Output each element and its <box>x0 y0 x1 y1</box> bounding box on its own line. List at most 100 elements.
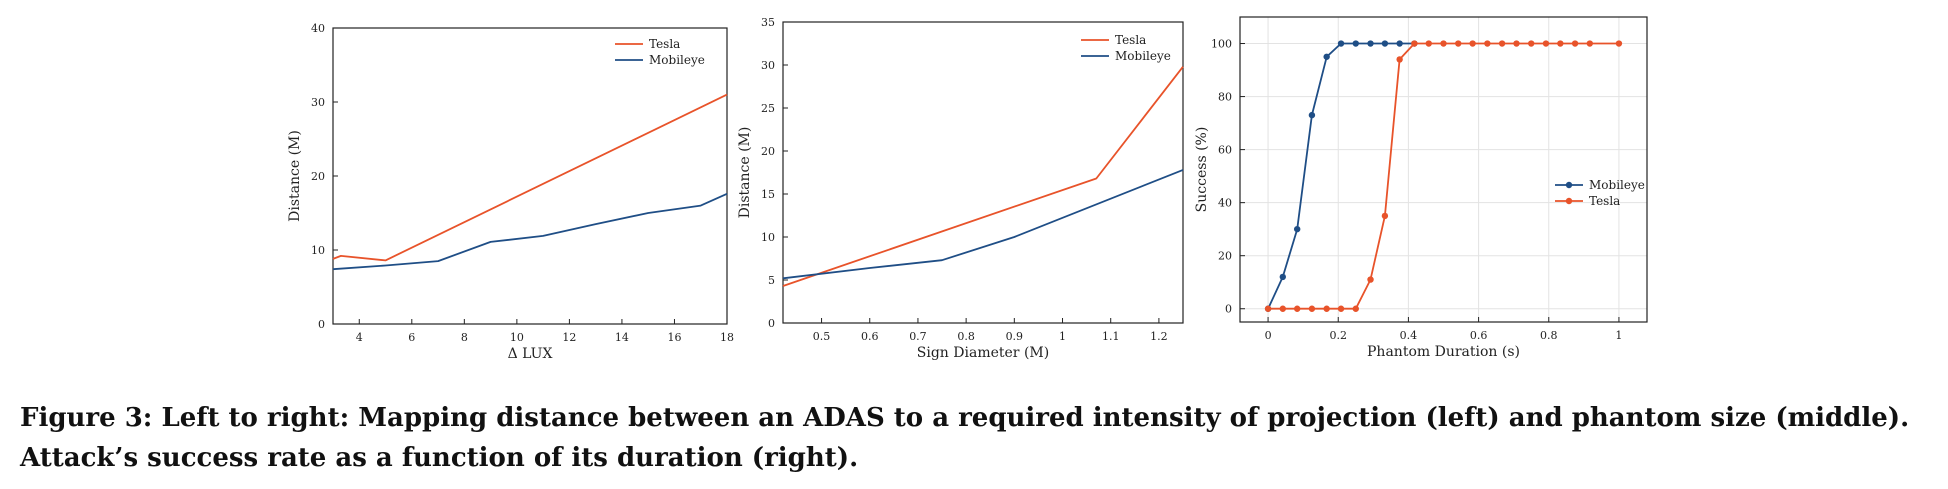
x-tick-label: 6 <box>408 331 415 344</box>
data-point-tesla <box>1337 305 1345 312</box>
x-tick-label: 0.8 <box>957 330 975 343</box>
x-tick-label: 0.7 <box>909 330 927 343</box>
y-tick-label: 25 <box>761 102 775 115</box>
y-tick-label: 30 <box>761 59 775 72</box>
data-point-tesla <box>1542 40 1550 47</box>
data-point-tesla <box>1279 305 1287 312</box>
y-tick-label: 80 <box>1218 91 1232 104</box>
x-tick-label: 10 <box>510 331 524 344</box>
x-tick-label: 1 <box>1615 329 1622 342</box>
data-point-tesla <box>1513 40 1520 47</box>
y-tick-label: 15 <box>761 188 775 201</box>
legend-label-mobileye: Mobileye <box>1589 178 1645 192</box>
series-line-tesla <box>332 93 728 262</box>
x-tick-label: 0.6 <box>1470 329 1488 342</box>
plot-frame <box>782 21 1184 324</box>
data-point-tesla <box>1528 40 1535 47</box>
x-tick-label: 0.2 <box>1329 329 1347 342</box>
y-axis-label: Success (%) <box>1194 127 1210 213</box>
x-tick-label: 16 <box>667 331 681 344</box>
series-line-tesla <box>782 66 1184 287</box>
y-tick-label: 0 <box>1225 303 1232 316</box>
data-point-mobileye <box>1367 40 1374 47</box>
y-tick-label: 10 <box>761 231 775 244</box>
y-axis-label: Distance (M) <box>287 130 303 222</box>
data-point-tesla <box>1557 40 1564 47</box>
data-point-mobileye <box>1279 273 1287 281</box>
x-tick-label: 4 <box>356 331 363 344</box>
data-point-tesla <box>1367 276 1374 283</box>
data-point-tesla <box>1264 305 1272 312</box>
y-tick-label: 100 <box>1211 38 1232 51</box>
x-tick-label: 1.2 <box>1150 330 1168 343</box>
data-point-tesla <box>1352 305 1359 312</box>
data-point-tesla <box>1615 40 1623 47</box>
y-tick-label: 0 <box>768 317 775 330</box>
series-line-mobileye <box>782 169 1184 280</box>
y-tick-label: 20 <box>1218 250 1232 263</box>
x-axis-label: Sign Diameter (M) <box>917 345 1049 361</box>
legend-label-mobileye: Mobileye <box>649 53 705 67</box>
chart-3: 0 0.2 0.4 0.6 0.8 1 0 20 40 60 80 100 Phantom Durati… <box>1194 16 1648 360</box>
chart-2: 0.5 0.6 0.7 0.8 0.9 1 1.1 1.2 0 5 10 15 20 25 30 35 Sign… <box>737 16 1184 361</box>
data-point-mobileye <box>1293 225 1301 233</box>
data-point-tesla <box>1484 40 1491 47</box>
x-axis-label: Phantom Duration (s) <box>1367 344 1520 360</box>
plot-frame <box>1239 16 1648 323</box>
y-tick-label: 40 <box>1218 197 1232 210</box>
x-tick-label: 0.9 <box>1006 330 1024 343</box>
y-tick-label: 30 <box>311 96 325 109</box>
x-tick-label: 0.4 <box>1400 329 1418 342</box>
y-tick-label: 10 <box>311 244 325 257</box>
y-tick-label: 20 <box>311 170 325 183</box>
plot-frame <box>332 27 728 325</box>
data-point-mobileye <box>1352 40 1359 47</box>
series-line-mobileye <box>332 192 728 271</box>
chart-1: 4 6 8 10 12 14 16 18 0 10 20 30 40 Δ LUX Distance (M) T… <box>287 22 734 362</box>
data-point-tesla <box>1586 40 1594 47</box>
data-point-mobileye <box>1381 40 1389 47</box>
data-point-mobileye <box>1323 53 1330 60</box>
y-tick-label: 40 <box>311 22 325 35</box>
x-tick-label: 18 <box>720 331 734 344</box>
data-point-tesla <box>1411 40 1418 47</box>
legend-label-tesla: Tesla <box>649 37 680 51</box>
data-point-tesla <box>1323 305 1330 312</box>
x-axis-label: Δ LUX <box>508 346 553 362</box>
data-point-tesla <box>1469 40 1476 47</box>
x-tick-label: 14 <box>615 331 629 344</box>
data-point-tesla <box>1381 212 1389 220</box>
data-point-mobileye <box>1337 40 1345 47</box>
data-point-tesla <box>1440 40 1447 47</box>
series-line-mobileye <box>1267 42 1415 310</box>
x-tick-label: 8 <box>461 331 468 344</box>
x-tick-label: 0.5 <box>813 330 831 343</box>
y-tick-label: 5 <box>768 274 775 287</box>
x-tick-label: 1.1 <box>1102 330 1120 343</box>
x-tick-label: 1 <box>1059 330 1066 343</box>
x-tick-label: 0.8 <box>1540 329 1558 342</box>
legend-label-tesla: Tesla <box>1589 194 1620 208</box>
data-point-tesla <box>1308 305 1316 312</box>
x-tick-label: 0.6 <box>861 330 879 343</box>
y-tick-label: 35 <box>761 16 775 29</box>
y-tick-label: 0 <box>318 318 325 331</box>
legend-label-mobileye: Mobileye <box>1115 49 1171 63</box>
data-point-mobileye <box>1308 111 1316 119</box>
data-point-tesla <box>1571 40 1579 47</box>
legend-marker-tesla <box>1565 197 1573 205</box>
data-point-tesla <box>1425 40 1432 47</box>
y-tick-label: 20 <box>761 145 775 158</box>
x-tick-label: 0 <box>1265 329 1272 342</box>
legend-label-tesla: Tesla <box>1115 33 1146 47</box>
x-tick-label: 12 <box>562 331 576 344</box>
data-point-tesla <box>1455 40 1462 47</box>
data-point-tesla <box>1498 40 1506 47</box>
y-axis-label: Distance (M) <box>737 127 753 219</box>
figure-caption: Figure 3: Left to right: Mapping distanc… <box>20 403 1910 473</box>
data-point-mobileye <box>1396 40 1403 47</box>
data-point-tesla <box>1293 305 1301 312</box>
legend-marker-mobileye <box>1565 181 1573 189</box>
y-tick-label: 60 <box>1218 144 1232 157</box>
